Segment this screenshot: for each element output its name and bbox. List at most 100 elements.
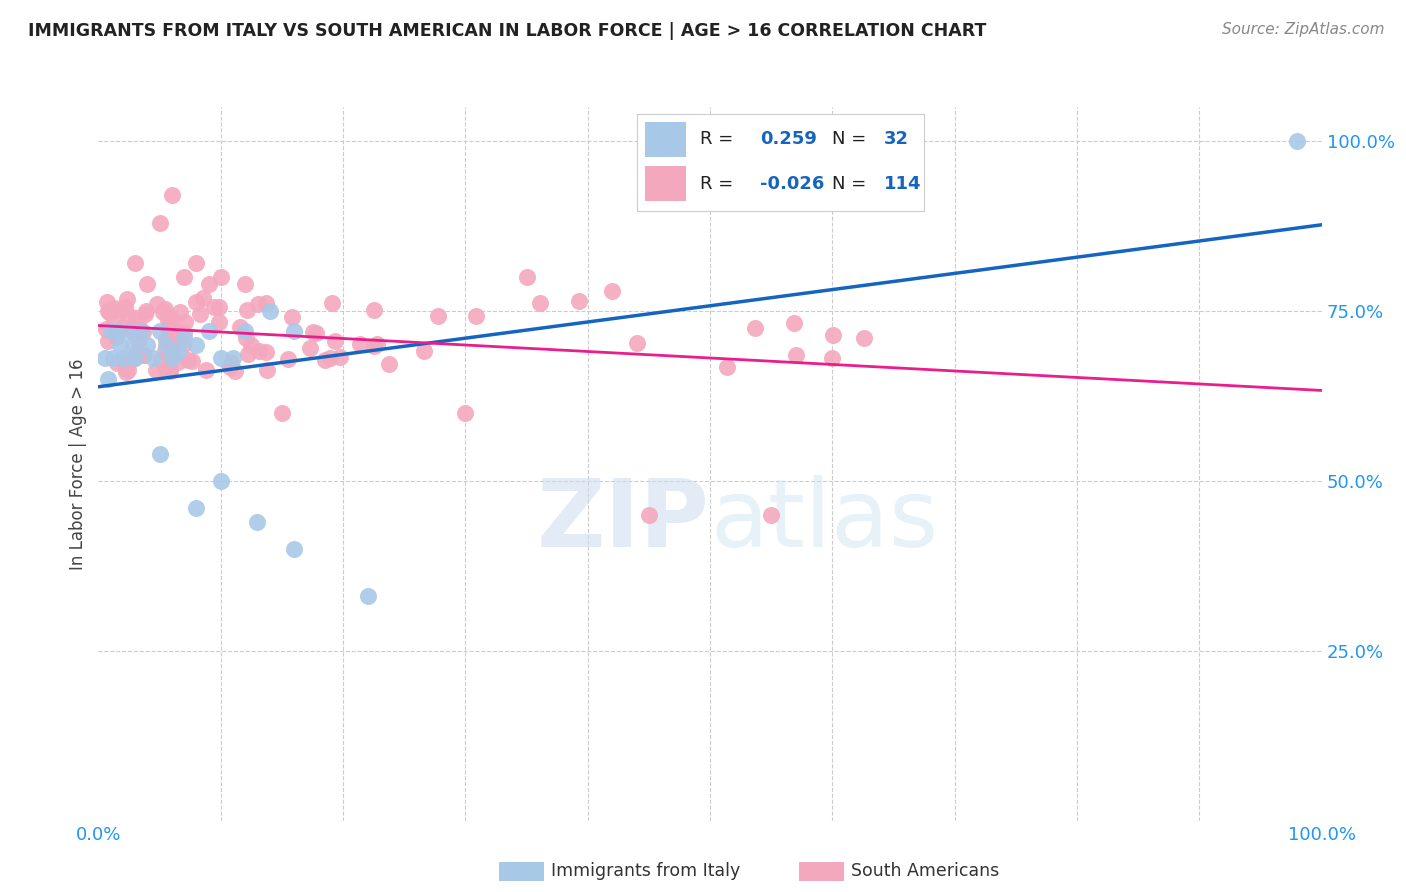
Point: [209, 269, 232, 284]
Point: [103, 316, 125, 330]
Point: [167, 355, 190, 369]
Point: [247, 297, 270, 311]
Point: [98, 305, 121, 319]
Point: [169, 304, 191, 318]
Point: [515, 269, 537, 284]
Point: [219, 356, 242, 370]
Point: [270, 406, 294, 420]
Point: [235, 331, 257, 345]
Point: [821, 351, 844, 366]
Point: [122, 325, 145, 339]
Point: [127, 333, 149, 347]
Point: [117, 308, 139, 322]
Point: [160, 351, 183, 365]
Point: [105, 355, 128, 369]
Point: [349, 337, 371, 351]
Point: [761, 508, 783, 522]
Point: [186, 294, 208, 309]
Point: [465, 309, 488, 323]
Point: [132, 348, 155, 362]
Point: [315, 353, 337, 368]
Point: [174, 315, 197, 329]
Point: [149, 216, 172, 230]
Point: [173, 331, 195, 345]
Text: atlas: atlas: [710, 475, 938, 567]
Point: [124, 351, 146, 366]
Point: [159, 311, 181, 326]
Point: [224, 364, 246, 378]
Point: [186, 501, 208, 516]
Point: [156, 313, 179, 327]
Point: [180, 354, 202, 368]
Point: [529, 296, 551, 310]
Point: [159, 362, 181, 376]
Point: [299, 342, 322, 356]
Point: [94, 322, 117, 336]
Point: [821, 327, 844, 342]
Point: [110, 338, 132, 352]
Point: [302, 325, 325, 339]
Point: [142, 351, 165, 366]
Point: [600, 284, 623, 298]
Point: [165, 324, 187, 338]
Point: [132, 326, 155, 340]
Point: [157, 333, 180, 347]
Point: [160, 351, 183, 366]
Point: [155, 361, 177, 376]
Point: [134, 348, 156, 362]
Point: [638, 508, 661, 522]
Point: [209, 474, 232, 488]
Point: [173, 269, 195, 284]
Point: [156, 360, 179, 375]
Point: [136, 277, 159, 291]
Point: [197, 324, 219, 338]
Point: [156, 321, 179, 335]
Point: [744, 320, 766, 334]
Point: [96, 294, 118, 309]
Point: [155, 301, 177, 316]
Point: [124, 310, 146, 325]
Point: [149, 352, 172, 367]
Point: [112, 320, 135, 334]
Point: [305, 326, 328, 340]
Point: [112, 355, 135, 369]
Point: [105, 324, 128, 338]
Point: [134, 307, 156, 321]
Point: [208, 315, 231, 329]
Point: [1286, 134, 1309, 148]
Point: [209, 351, 232, 366]
Point: [233, 324, 256, 338]
Point: [97, 334, 120, 348]
Point: [254, 295, 277, 310]
Point: [115, 292, 138, 306]
Point: [191, 291, 214, 305]
Point: [155, 332, 177, 346]
Point: [283, 541, 305, 556]
Point: [172, 338, 194, 352]
Point: [783, 317, 806, 331]
Point: [159, 364, 181, 378]
Text: South Americans: South Americans: [851, 863, 998, 880]
Point: [125, 344, 148, 359]
Point: [124, 256, 146, 270]
Point: [319, 351, 342, 365]
Point: [356, 590, 378, 604]
Point: [321, 296, 343, 310]
Text: IMMIGRANTS FROM ITALY VS SOUTH AMERICAN IN LABOR FORCE | AGE > 16 CORRELATION CH: IMMIGRANTS FROM ITALY VS SOUTH AMERICAN …: [28, 22, 987, 40]
Point: [115, 365, 138, 379]
Point: [93, 351, 115, 366]
Point: [162, 340, 184, 354]
Point: [716, 360, 738, 375]
Point: [117, 362, 139, 376]
Point: [363, 338, 385, 352]
Text: ZIP: ZIP: [537, 475, 710, 567]
Point: [378, 357, 401, 371]
Point: [186, 256, 208, 270]
Point: [254, 344, 277, 359]
Point: [233, 277, 256, 291]
Y-axis label: In Labor Force | Age > 16: In Labor Force | Age > 16: [69, 358, 87, 570]
Point: [188, 307, 211, 321]
Point: [277, 351, 299, 366]
Point: [246, 515, 269, 529]
Point: [323, 334, 346, 348]
